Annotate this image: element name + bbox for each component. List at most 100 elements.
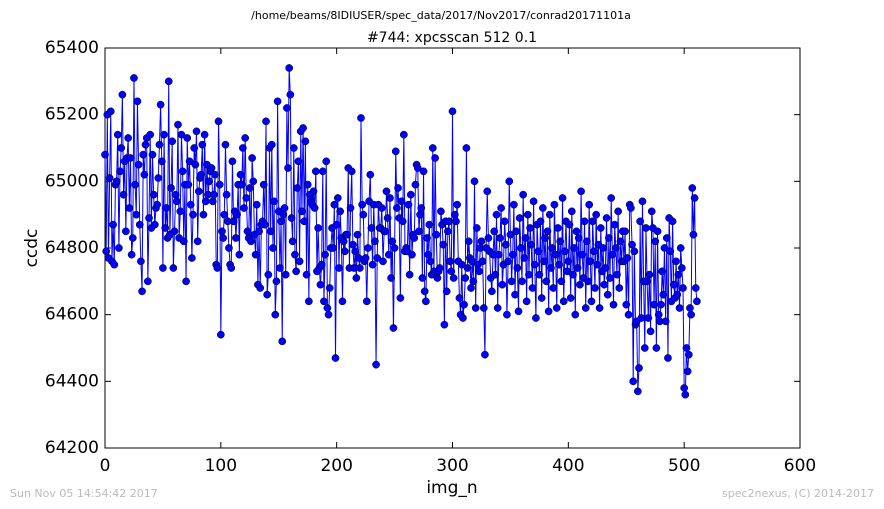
data-point (419, 167, 428, 176)
data-point (461, 274, 470, 282)
data-point (572, 227, 581, 236)
data-point (210, 190, 218, 199)
data-point (666, 247, 675, 256)
data-point (653, 227, 662, 236)
data-point (556, 237, 565, 246)
data-point (645, 270, 654, 279)
data-point (497, 204, 505, 212)
data-point (127, 250, 136, 259)
data-point (423, 234, 431, 242)
data-point (281, 270, 290, 279)
data-point (687, 310, 695, 319)
data-point (591, 284, 599, 292)
data-point (643, 277, 651, 286)
data-point (211, 170, 219, 179)
data-point (112, 177, 121, 186)
data-point (199, 210, 208, 219)
data-point (446, 257, 455, 266)
data-point (623, 254, 632, 262)
data-point (207, 164, 216, 172)
data-point (678, 264, 686, 272)
data-point (468, 257, 477, 266)
data-point (689, 230, 698, 239)
data-point (126, 154, 135, 162)
data-point (652, 344, 661, 352)
data-point (559, 297, 568, 306)
data-point (602, 214, 611, 222)
data-point (514, 307, 523, 316)
data-point (394, 184, 402, 192)
data-point (455, 294, 464, 302)
data-point (172, 197, 181, 206)
y-tick-label: 64800 (45, 238, 99, 258)
data-point (630, 247, 639, 256)
data-point (320, 297, 328, 306)
data-point (289, 144, 298, 152)
data-point (105, 174, 114, 182)
data-point (463, 264, 472, 272)
data-point (513, 264, 522, 272)
data-point (373, 254, 382, 262)
data-point (170, 227, 179, 236)
data-point (543, 227, 552, 236)
data-point (452, 217, 460, 226)
data-point (133, 97, 142, 106)
data-point (624, 310, 633, 319)
data-point (561, 247, 569, 256)
data-point (316, 280, 325, 289)
data-point (540, 257, 548, 266)
data-point (157, 157, 166, 166)
data-point (266, 227, 275, 236)
x-tick-label: 100 (205, 456, 237, 476)
data-point (411, 180, 420, 189)
data-point (459, 314, 467, 322)
data-point (367, 224, 376, 232)
data-point (174, 120, 182, 129)
data-point (330, 200, 339, 209)
data-point (493, 304, 502, 312)
data-point (535, 270, 544, 279)
data-point (567, 207, 576, 216)
data-point (406, 190, 415, 199)
data-point (132, 210, 141, 219)
data-point (225, 244, 233, 252)
data-point (661, 317, 670, 326)
data-point (154, 174, 163, 182)
data-point (256, 284, 265, 292)
data-point (435, 264, 444, 272)
data-point (183, 134, 192, 142)
data-point (215, 180, 224, 189)
data-point (280, 204, 289, 212)
data-point (310, 204, 319, 212)
data-point (512, 227, 521, 236)
data-point (241, 134, 250, 142)
data-point (148, 150, 157, 159)
data-point (322, 157, 331, 166)
data-point (169, 264, 178, 272)
x-tick-label: 500 (668, 456, 700, 476)
data-point (364, 244, 372, 252)
data-point (259, 180, 268, 189)
data-point (481, 350, 489, 359)
data-point (587, 297, 596, 306)
data-point (544, 307, 553, 316)
data-point (416, 210, 424, 219)
data-point (564, 257, 573, 266)
data-point (124, 134, 133, 142)
data-point (616, 237, 625, 246)
data-point (164, 77, 173, 86)
data-point (235, 250, 244, 259)
data-point (358, 200, 366, 209)
data-point (371, 237, 379, 246)
data-point (627, 204, 635, 212)
footer-left: Sun Nov 05 14:54:42 2017 (10, 487, 158, 500)
data-point (557, 277, 566, 286)
data-point (596, 224, 605, 232)
data-point (413, 164, 422, 172)
data-point (606, 274, 614, 282)
y-axis-label: ccdc (22, 229, 42, 268)
data-point (673, 290, 682, 299)
data-point (139, 150, 148, 159)
data-point (691, 284, 700, 292)
data-point (605, 234, 613, 242)
